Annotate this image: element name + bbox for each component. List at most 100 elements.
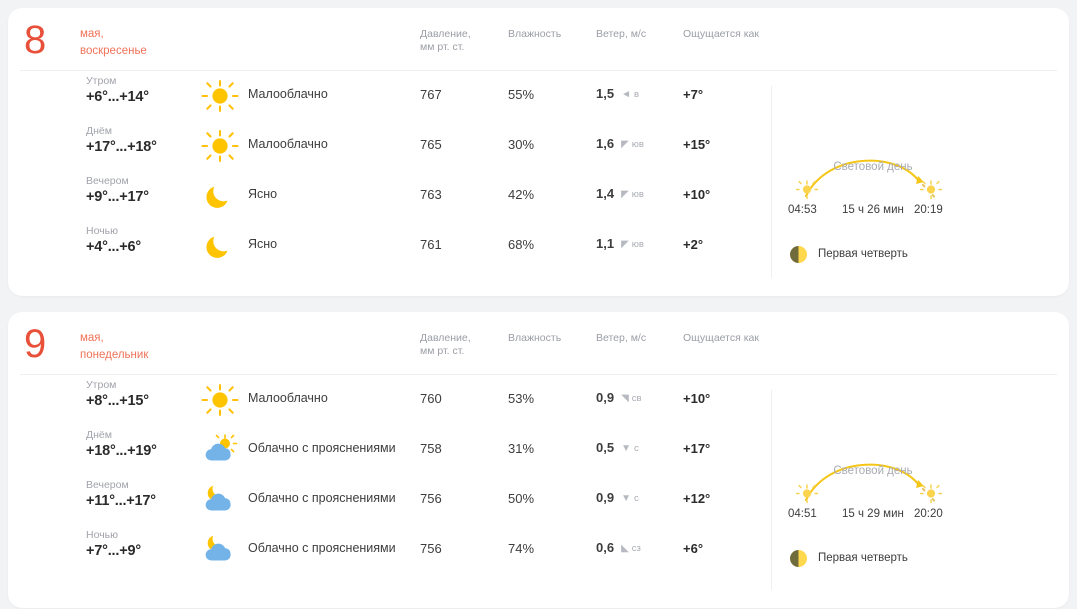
row-wind-speed: 0,9 <box>596 390 615 405</box>
day-header: 9 мая, понедельник Давление, мм рт. ст. … <box>8 312 1069 375</box>
row-temperature: +18°...+19° <box>86 443 157 459</box>
wind-direction-arrow-icon: ▼ <box>621 443 631 454</box>
moon-icon <box>200 229 240 263</box>
moon-phase-row: Первая четверть <box>788 246 968 266</box>
row-wind-direction: сз <box>631 543 641 554</box>
day-card: 8 мая, воскресенье Давление, мм рт. ст. … <box>8 8 1069 296</box>
row-wind-direction: с <box>633 493 639 504</box>
row-feels-like: +6° <box>683 541 704 556</box>
row-pressure: 760 <box>420 391 442 406</box>
day-date-label: мая, воскресенье <box>80 26 147 60</box>
row-time-of-day: Утром <box>86 379 117 391</box>
row-condition: Облачно с прояснениями <box>248 491 396 505</box>
daylight-duration: 15 ч 26 мин <box>842 204 904 216</box>
row-temperature: +8°...+15° <box>86 393 149 409</box>
daylight-label: Световой день <box>833 161 913 173</box>
column-header-humidity: Влажность <box>508 28 562 40</box>
row-pressure: 756 <box>420 491 442 506</box>
row-time-of-day: Вечером <box>86 479 129 491</box>
daylight-arc: Световой день <box>792 450 952 512</box>
row-condition: Облачно с прояснениями <box>248 541 396 555</box>
day-number: 8 <box>24 18 47 62</box>
row-temperature: +11°...+17° <box>86 493 156 509</box>
row-wind-direction: с <box>633 443 639 454</box>
table-row[interactable]: Днём +18°...+19° Облачно с прояснениями … <box>8 425 1069 475</box>
row-wind-speed: 0,5 <box>596 440 615 455</box>
row-condition: Малооблачно <box>248 87 328 101</box>
row-temperature: +7°...+9° <box>86 543 141 559</box>
row-temperature: +6°...+14° <box>86 89 149 105</box>
row-wind-speed: 1,5 <box>596 86 615 101</box>
header-divider <box>20 374 1057 375</box>
row-wind: 1,5 ◄ в <box>596 86 639 101</box>
forecast-rows: Утром +8°...+15° Малооблачно 760 53% 0,9… <box>8 375 1069 575</box>
row-wind: 1,6 ◤ юв <box>596 136 644 151</box>
row-pressure: 763 <box>420 187 442 202</box>
row-condition: Малооблачно <box>248 391 328 405</box>
row-humidity: 53% <box>508 391 535 406</box>
table-row[interactable]: Днём +17°...+18° Малооблачно 765 30% 1,6… <box>8 121 1069 171</box>
table-row[interactable]: Утром +6°...+14° Малооблачно 767 55% 1,5… <box>8 71 1069 121</box>
wind-direction-arrow-icon: ▼ <box>621 493 631 504</box>
table-row[interactable]: Ночью +7°...+9° Облачно с прояснениями 7… <box>8 525 1069 575</box>
column-header-humidity: Влажность <box>508 332 562 344</box>
row-wind-speed: 1,1 <box>596 236 615 251</box>
row-temperature: +17°...+18° <box>86 139 157 155</box>
sunrise-time: 04:53 <box>788 204 817 216</box>
row-pressure: 765 <box>420 137 442 152</box>
row-time-of-day: Ночью <box>86 225 119 237</box>
sunset-time: 20:19 <box>914 204 943 216</box>
row-time-of-day: Ночью <box>86 529 119 541</box>
day-date-label: мая, понедельник <box>80 330 148 364</box>
row-condition: Облачно с прояснениями <box>248 441 396 455</box>
row-wind: 0,9 ▼ с <box>596 490 639 505</box>
row-pressure: 758 <box>420 441 442 456</box>
row-wind-direction: св <box>631 393 642 404</box>
row-wind-direction: юв <box>631 189 644 200</box>
table-row[interactable]: Вечером +11°...+17° Облачно с прояснения… <box>8 475 1069 525</box>
daylight-label: Световой день <box>833 465 913 477</box>
row-wind-speed: 0,6 <box>596 540 615 555</box>
day-weekday: понедельник <box>80 349 149 361</box>
row-humidity: 30% <box>508 137 535 152</box>
daylight-duration: 15 ч 29 мин <box>842 508 904 520</box>
sun-icon <box>200 79 240 113</box>
row-feels-like: +2° <box>683 237 704 252</box>
row-condition: Ясно <box>248 237 278 251</box>
row-wind-speed: 1,6 <box>596 136 615 151</box>
day-month: мая, <box>80 332 104 344</box>
row-wind: 0,9 ◥ св <box>596 390 642 405</box>
row-humidity: 55% <box>508 87 535 102</box>
moon-phase-row: Первая четверть <box>788 550 968 570</box>
row-humidity: 42% <box>508 187 535 202</box>
row-humidity: 68% <box>508 237 535 252</box>
row-pressure: 756 <box>420 541 442 556</box>
row-time-of-day: Вечером <box>86 175 129 187</box>
row-feels-like: +17° <box>683 441 711 456</box>
day-month: мая, <box>80 28 104 40</box>
row-time-of-day: Днём <box>86 429 112 441</box>
daylight-panel: Световой день 04:51 15 ч 29 мин 20:20 Пе… <box>788 450 968 570</box>
row-wind: 0,6 ◣ сз <box>596 540 641 555</box>
table-row[interactable]: Утром +8°...+15° Малооблачно 760 53% 0,9… <box>8 375 1069 425</box>
table-row[interactable]: Вечером +9°...+17° Ясно 763 42% 1,4 ◤ юв +… <box>8 171 1069 221</box>
column-header-wind: Ветер, м/с <box>596 332 647 344</box>
moon-phase-label: Первая четверть <box>818 248 908 260</box>
daylight-times: 04:53 15 ч 26 мин 20:19 <box>788 204 952 220</box>
table-row[interactable]: Ночью +4°...+6° Ясно 761 68% 1,1 ◤ юв +2° <box>8 221 1069 271</box>
column-header-pressure: Давление, мм рт. ст. <box>420 332 471 357</box>
daylight-times: 04:51 15 ч 29 мин 20:20 <box>788 508 952 524</box>
row-humidity: 50% <box>508 491 535 506</box>
row-condition: Ясно <box>248 187 278 201</box>
panel-divider <box>771 390 772 590</box>
row-wind-direction: в <box>633 89 640 100</box>
column-header-pressure: Давление, мм рт. ст. <box>420 28 471 53</box>
row-wind-direction: юв <box>631 239 644 250</box>
row-feels-like: +10° <box>683 187 711 202</box>
row-wind: 0,5 ▼ с <box>596 440 639 455</box>
column-header-wind: Ветер, м/с <box>596 28 647 40</box>
sun-cloud-icon <box>200 433 240 467</box>
wind-direction-arrow-icon: ◣ <box>621 543 629 554</box>
wind-direction-arrow-icon: ◄ <box>621 89 631 100</box>
row-condition: Малооблачно <box>248 137 328 151</box>
